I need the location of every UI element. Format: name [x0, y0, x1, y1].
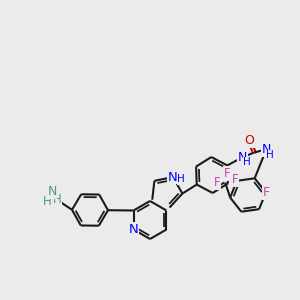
Text: N: N — [262, 143, 271, 156]
Text: H: H — [177, 174, 185, 184]
Text: N: N — [129, 223, 138, 236]
Text: N: N — [168, 170, 178, 184]
Text: N: N — [47, 185, 57, 198]
Text: H: H — [52, 193, 62, 206]
Text: F: F — [214, 176, 220, 189]
Text: H: H — [43, 195, 51, 208]
Text: H: H — [243, 158, 251, 167]
Text: F: F — [232, 173, 238, 186]
Text: F: F — [224, 167, 230, 180]
Text: F: F — [262, 186, 269, 199]
Text: H: H — [266, 150, 274, 161]
Text: N: N — [238, 151, 247, 164]
Text: O: O — [244, 134, 254, 147]
